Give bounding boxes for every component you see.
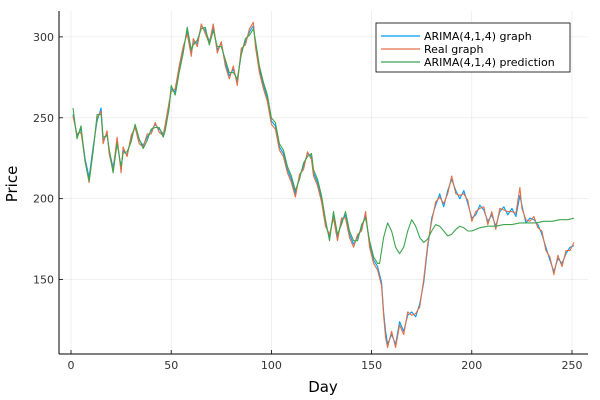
y-tick-label: 250 bbox=[33, 112, 54, 125]
tick-labels: 0 50 100 150 200 250 150 200 250 300 bbox=[33, 31, 582, 372]
legend-label-3: ARIMA(4,1,4) prediction bbox=[424, 56, 555, 69]
y-tick-label: 300 bbox=[33, 31, 54, 44]
series-line-2 bbox=[72, 21, 575, 349]
axes bbox=[58, 11, 588, 355]
x-tick-label: 200 bbox=[461, 359, 482, 372]
x-tick-label: 50 bbox=[164, 359, 178, 372]
y-axis-title: Price bbox=[3, 166, 21, 203]
series-layer bbox=[72, 21, 575, 349]
x-tick-label: 0 bbox=[68, 359, 75, 372]
y-tick-label: 200 bbox=[33, 193, 54, 206]
x-tick-label: 150 bbox=[361, 359, 382, 372]
x-axis-title: Day bbox=[308, 378, 338, 396]
x-tick-label: 250 bbox=[561, 359, 582, 372]
legend-label-1: ARIMA(4,1,4) graph bbox=[424, 30, 532, 43]
series-line-3 bbox=[72, 26, 575, 264]
x-tick-label: 100 bbox=[261, 359, 282, 372]
legend-box bbox=[375, 22, 571, 73]
y-tick-label: 150 bbox=[33, 274, 54, 287]
legend-label-2: Real graph bbox=[424, 43, 483, 56]
